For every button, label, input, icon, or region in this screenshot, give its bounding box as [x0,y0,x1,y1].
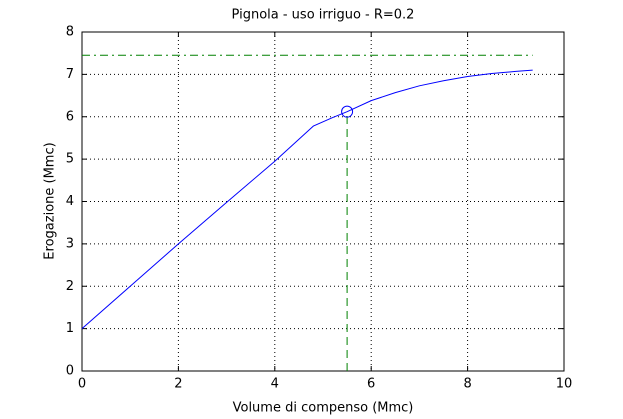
y-tick-label: 2 [66,279,74,294]
y-tick-label: 0 [66,364,74,379]
x-tick-label: 4 [271,377,279,392]
x-tick-label: 10 [556,377,573,392]
y-tick-label: 8 [66,25,74,40]
y-tick-label: 1 [66,321,74,336]
x-tick-label: 0 [78,377,86,392]
x-tick-label: 6 [367,377,375,392]
x-tick-label: 8 [463,377,471,392]
x-tick-label: 2 [174,377,182,392]
data-line [81,69,533,330]
x-axis-label: Volume di compenso (Mmc) [233,401,414,416]
y-tick-label: 5 [66,152,74,167]
plot-frame [81,31,565,372]
chart-title: Pignola - uso irriguo - R=0.2 [232,8,415,23]
y-axis-label: Erogazione (Mmc) [43,142,58,259]
y-tick-label: 4 [66,194,74,209]
y-tick-label: 7 [66,67,74,82]
y-tick-label: 6 [66,109,74,124]
y-tick-label: 3 [66,236,74,251]
data-marker [341,105,354,118]
